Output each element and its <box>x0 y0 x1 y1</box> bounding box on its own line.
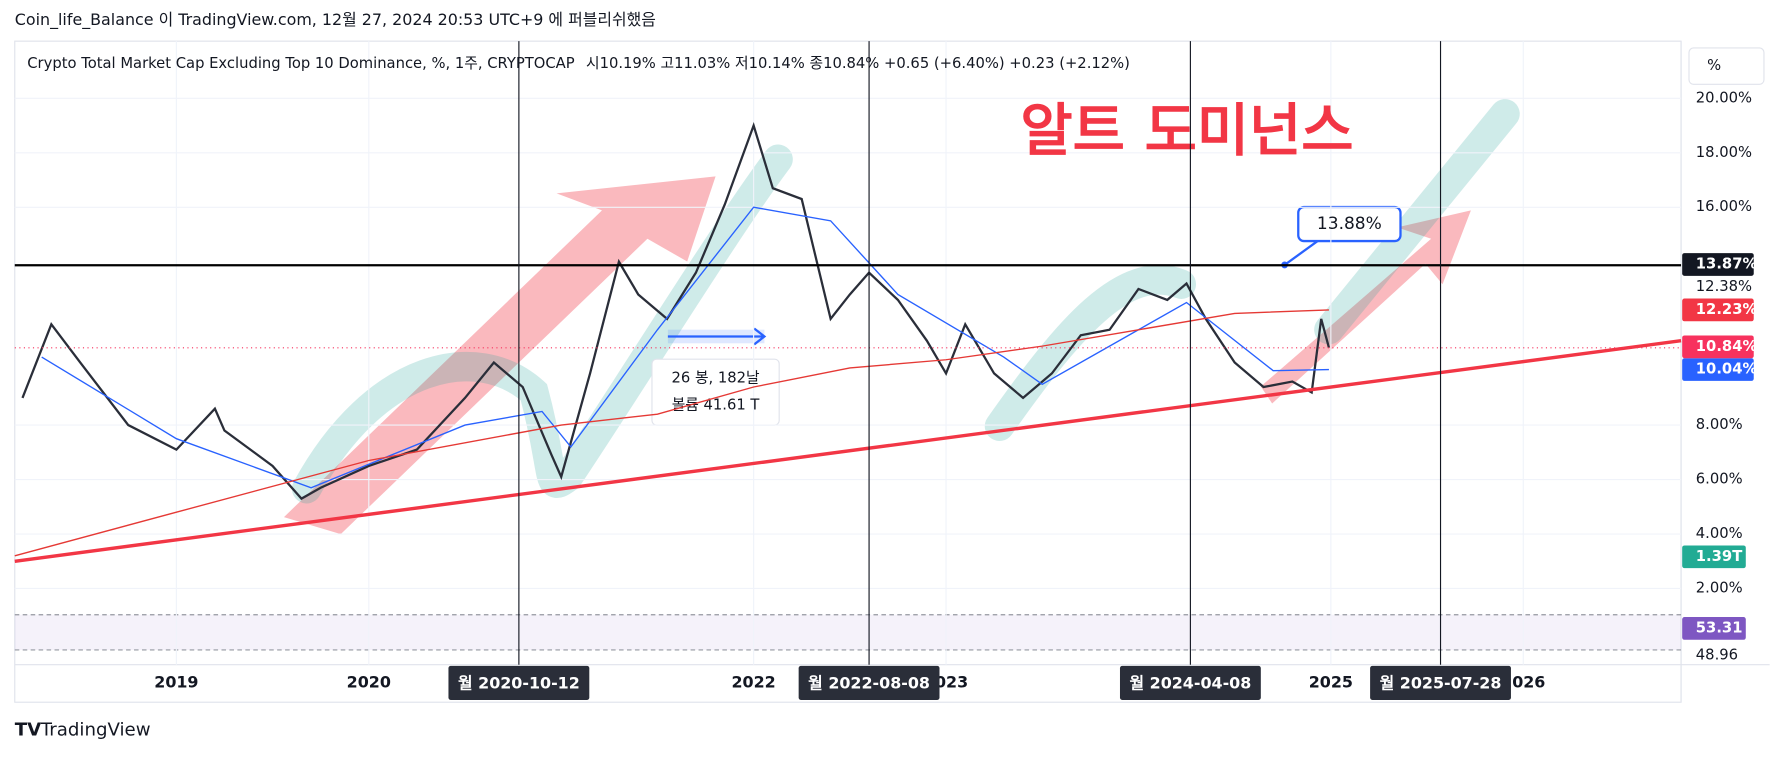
date-marker-label: 월 2025-07-28 <box>1370 665 1511 700</box>
scale-button-label[interactable]: % <box>1707 57 1721 74</box>
support-line <box>14 339 1682 563</box>
indicator-label-box <box>1682 545 1746 569</box>
y-tick-label: 8.00% <box>1696 416 1743 433</box>
x-tick-label: 2022 <box>732 672 776 691</box>
date-marker-box <box>1370 665 1511 700</box>
price-label-box <box>1682 358 1754 381</box>
x-tick-label: 2019 <box>154 672 198 691</box>
logo-mark: 𝗧𝗩 <box>15 720 41 741</box>
highlight-drawing <box>291 144 793 504</box>
plot-frame <box>14 40 1682 703</box>
footer-logo: TradingView <box>40 720 151 741</box>
chart-title: Crypto Total Market Cap Excluding Top 10… <box>27 55 574 72</box>
header: Coin_life_Balance 이 TradingView.com, 12월… <box>15 10 656 30</box>
y-tick-label: 2.00% <box>1696 579 1743 596</box>
price-label-box <box>1682 298 1754 322</box>
y-tick-label: 6.00% <box>1696 471 1743 488</box>
x-tick-label: 2026 <box>1501 672 1545 691</box>
price-label: 10.04% <box>1696 361 1758 378</box>
date-marker-text: 월 2022-08-08 <box>808 674 930 693</box>
callout-text: 13.88% <box>1317 214 1382 234</box>
price-label: 12.23% <box>1696 301 1758 318</box>
arrow-drawing <box>1260 210 1471 404</box>
measure-arrow <box>753 327 767 346</box>
date-marker-box <box>798 665 940 700</box>
date-marker-text: 월 2025-07-28 <box>1380 674 1502 693</box>
measure-text: 볼륨 41.61 T <box>672 397 761 414</box>
moving-average <box>14 309 1329 557</box>
ohlc-values: 시10.19% 고11.03% 저10.14% 종10.84% +0.65 (+… <box>586 55 1130 72</box>
price-label: 12.38% <box>1696 278 1752 295</box>
date-marker-text: 월 2024-04-08 <box>1129 674 1251 693</box>
highlight-drawing <box>1314 99 1520 345</box>
price-label-box <box>1682 253 1754 276</box>
date-marker-label: 월 2024-04-08 <box>1119 665 1261 700</box>
price-label-box <box>1682 335 1754 359</box>
measure-text: 26 봉, 182날 <box>672 370 761 387</box>
x-tick-label: 2025 <box>1309 672 1353 691</box>
date-marker-label: 월 2022-08-08 <box>798 665 940 700</box>
y-tick-label: 18.00% <box>1696 144 1752 161</box>
y-tick-label: 4.00% <box>1696 525 1743 542</box>
y-tick-label: 16.00% <box>1696 198 1752 215</box>
annotation: 알트 도미넌스 <box>1020 98 1353 164</box>
date-marker-box <box>1119 665 1261 700</box>
scale-button[interactable] <box>1688 47 1765 85</box>
indicator-label: 48.96 <box>1696 647 1738 664</box>
rsi-band <box>14 614 1682 650</box>
date-marker-label: 월 2020-10-12 <box>448 665 590 700</box>
date-marker-text: 월 2020-10-12 <box>458 674 580 693</box>
indicator-label-box <box>1682 617 1746 640</box>
price-label: 13.87% <box>1696 255 1758 272</box>
price-line <box>21 121 1331 501</box>
indicator-label: 1.39T <box>1696 548 1742 565</box>
callout-pointer <box>1283 240 1319 266</box>
x-tick-label: 2020 <box>347 672 391 691</box>
y-tick-label: 20.00% <box>1696 89 1752 106</box>
price-label: 10.84% <box>1696 338 1758 355</box>
date-marker-box <box>448 665 590 700</box>
highlight-drawing <box>984 265 1197 441</box>
indicator-label: 53.31 <box>1696 619 1743 636</box>
